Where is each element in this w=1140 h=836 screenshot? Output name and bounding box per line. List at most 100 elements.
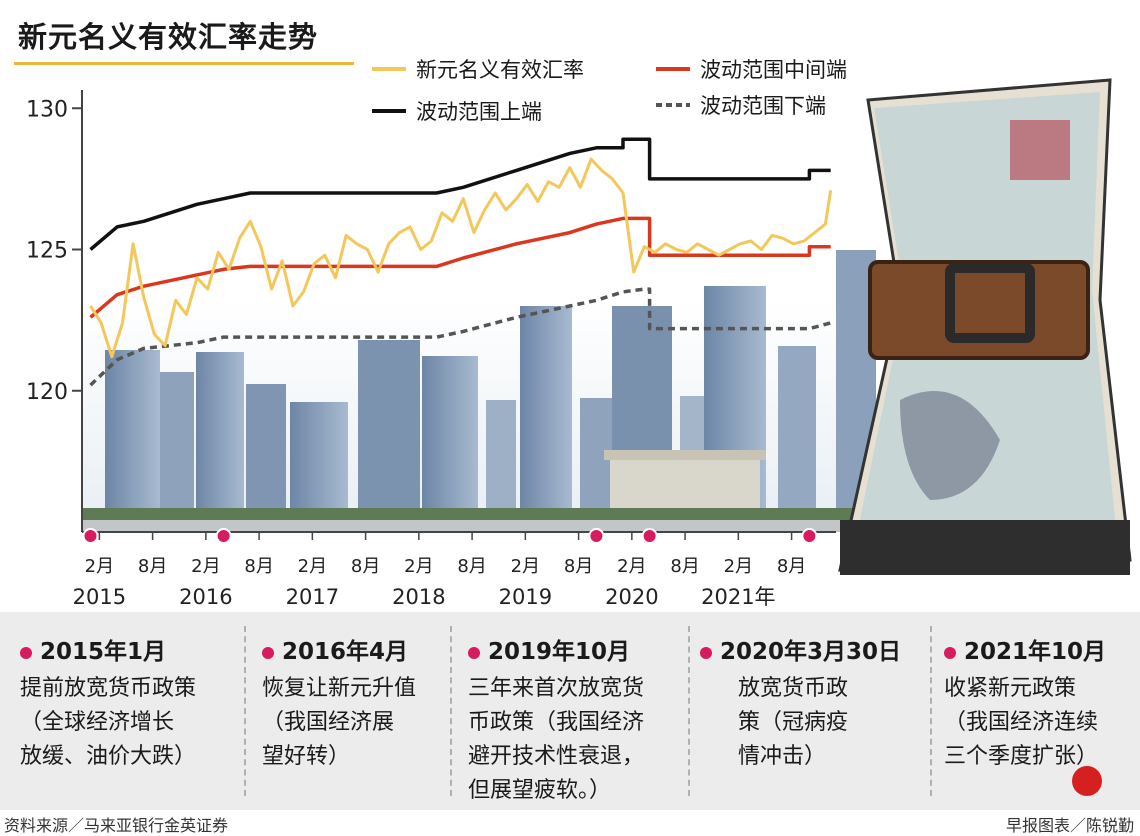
legend-lower-label: 波动范围下端 <box>700 94 826 118</box>
event-desc-line: 三个季度扩张） <box>944 744 1099 769</box>
x-tick-label: 8月 <box>457 556 486 577</box>
event-dot-icon <box>262 646 274 659</box>
event-desc-line: 放宽货币政 <box>738 676 849 701</box>
event-description: 提前放宽货币政策 （全球经济增长 放缓、油价大跌） <box>20 672 196 774</box>
x-tick-label: 8月 <box>777 556 806 577</box>
event-marker-dot <box>588 528 605 544</box>
event-date-label: 2019年10月 <box>488 639 631 665</box>
event-separator <box>450 626 452 796</box>
legend-upper: 波动范围上端 <box>372 96 542 126</box>
rolled-banknotes-with-belt-illustration <box>838 78 1132 575</box>
event-dot-icon <box>468 646 480 659</box>
source-note: 资料来源／马来亚银行金英证券 <box>4 816 229 835</box>
event-date: 2021年10月 <box>944 632 1106 666</box>
event-item: 2016年4月 恢复让新元升值 （我国经济展 望好转） <box>262 612 452 810</box>
event-description: 恢复让新元升值 （我国经济展 望好转） <box>262 672 416 774</box>
event-desc-line: 放缓、油价大跌） <box>20 744 197 769</box>
event-separator <box>244 626 246 796</box>
legend-mid-swatch <box>656 67 690 71</box>
event-desc-line: 收紧新元政策 <box>944 676 1077 701</box>
x-tick-label: 2月 <box>298 556 327 577</box>
event-desc-line: （我国经济连续 <box>944 710 1099 735</box>
event-date-label: 2021年10月 <box>964 639 1107 665</box>
event-markers <box>82 528 818 544</box>
legend-neer-swatch <box>372 67 406 71</box>
series-line-mid <box>89 216 831 319</box>
event-desc-line: 但展望疲软。） <box>468 778 612 803</box>
x-tick-label: 8月 <box>138 556 167 577</box>
x-tick-label: 2月 <box>511 556 540 577</box>
event-description: 收紧新元政策 （我国经济连续 三个季度扩张） <box>944 672 1098 774</box>
event-marker-dot <box>82 528 99 544</box>
event-desc-line: 三年来首次放宽货 <box>468 676 645 701</box>
legend-mid-label: 波动范围中间端 <box>700 58 847 82</box>
x-year-label: 2017 <box>286 585 339 609</box>
event-description: 三年来首次放宽货 币政策（我国经济 避开技术性衰退， 但展望疲软。） <box>468 672 644 808</box>
x-tick-label: 8月 <box>564 556 593 577</box>
event-desc-line: （我国经济展 <box>262 710 395 735</box>
event-desc-line: 情冲击） <box>738 744 827 769</box>
event-marker-dot <box>801 528 818 544</box>
event-item: 2019年10月 三年来首次放宽货 币政策（我国经济 避开技术性衰退， 但展望疲… <box>468 612 688 810</box>
policy-events-panel: 2015年1月 提前放宽货币政策 （全球经济增长 放缓、油价大跌） 2016年4… <box>0 612 1140 810</box>
x-tick-label: 8月 <box>351 556 380 577</box>
zaobao-logo-icon <box>1072 766 1102 796</box>
city-skyline-illustration <box>82 250 876 532</box>
series-line-lower <box>89 287 832 387</box>
event-marker-dot <box>641 528 658 544</box>
chart-title: 新元名义有效汇率走势 <box>18 20 319 54</box>
x-tick-label: 8月 <box>670 556 699 577</box>
chart-axes: 120 125 130 2月 8月 2月 8月 2月 8月 2月 8月 2月 8月 2月 8月 2月 8月 201… <box>26 90 836 609</box>
event-description: 放宽货币政 策（冠病疫 情冲击） <box>738 672 848 774</box>
event-date: 2016年4月 <box>262 632 408 666</box>
event-marker-dot <box>215 528 232 544</box>
event-date: 2015年1月 <box>20 632 166 666</box>
title-underline <box>14 62 354 65</box>
event-item: 2021年10月 收紧新元政策 （我国经济连续 三个季度扩张） <box>944 612 1134 810</box>
x-year-label: 2015 <box>73 585 126 609</box>
event-date-label: 2020年3月30日 <box>720 639 902 665</box>
event-desc-line: 币政策（我国经济 <box>468 710 645 735</box>
x-tick-label: 2月 <box>617 556 646 577</box>
legend-upper-swatch <box>372 109 406 113</box>
legend-lower-swatch <box>656 103 690 107</box>
event-separator <box>688 626 690 796</box>
event-date: 2020年3月30日 <box>700 632 901 666</box>
x-tick-label: 2月 <box>85 556 114 577</box>
y-tick-label: 120 <box>26 380 68 405</box>
event-desc-line: 提前放宽货币政策 <box>20 676 197 701</box>
y-tick-label: 130 <box>26 97 68 122</box>
legend-mid: 波动范围中间端 <box>656 54 847 84</box>
legend-upper-label: 波动范围上端 <box>416 100 542 124</box>
x-year-label: 2020 <box>605 585 658 609</box>
neer-chart: 120 125 130 2月 8月 2月 8月 2月 8月 2月 8月 2月 8月 2月 8月 2月 8月 201… <box>26 78 1132 609</box>
x-tick-label: 2月 <box>404 556 433 577</box>
event-separator <box>930 626 932 796</box>
event-item: 2020年3月30日 放宽货币政 策（冠病疫 情冲击） <box>700 612 928 810</box>
event-desc-line: 恢复让新元升值 <box>262 676 417 701</box>
legend-lower: 波动范围下端 <box>656 90 826 120</box>
event-desc-line: 策（冠病疫 <box>738 710 849 735</box>
event-dot-icon <box>944 646 956 659</box>
x-tick-label: 2月 <box>191 556 220 577</box>
series-line-upper <box>89 137 831 251</box>
x-tick-label: 2月 <box>724 556 753 577</box>
x-year-label: 2018 <box>392 585 445 609</box>
series-line-neer <box>89 157 833 359</box>
x-year-label: 2016 <box>179 585 232 609</box>
chart-series <box>89 137 833 387</box>
x-year-label: 2019 <box>499 585 552 609</box>
event-desc-line: 避开技术性衰退， <box>468 744 645 769</box>
x-year-label: 2021年 <box>701 585 775 609</box>
event-date: 2019年10月 <box>468 632 630 666</box>
y-tick-label: 125 <box>26 239 68 264</box>
event-desc-line: （全球经济增长 <box>20 710 175 735</box>
legend-neer-label: 新元名义有效汇率 <box>416 58 584 82</box>
event-desc-line: 望好转） <box>262 744 351 769</box>
credit-note: 早报图表／陈锐勤 <box>1005 816 1134 835</box>
event-item: 2015年1月 提前放宽货币政策 （全球经济增长 放缓、油价大跌） <box>20 612 240 810</box>
legend-neer: 新元名义有效汇率 <box>372 54 584 84</box>
event-dot-icon <box>20 646 32 659</box>
event-dot-icon <box>700 646 712 659</box>
x-tick-label: 8月 <box>244 556 273 577</box>
